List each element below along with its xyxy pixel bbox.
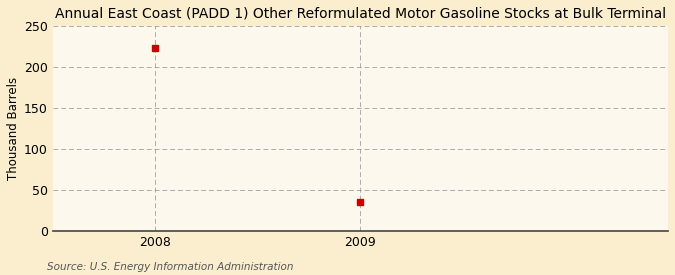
- Y-axis label: Thousand Barrels: Thousand Barrels: [7, 77, 20, 180]
- Title: Annual East Coast (PADD 1) Other Reformulated Motor Gasoline Stocks at Bulk Term: Annual East Coast (PADD 1) Other Reformu…: [55, 7, 666, 21]
- Text: Source: U.S. Energy Information Administration: Source: U.S. Energy Information Administ…: [47, 262, 294, 272]
